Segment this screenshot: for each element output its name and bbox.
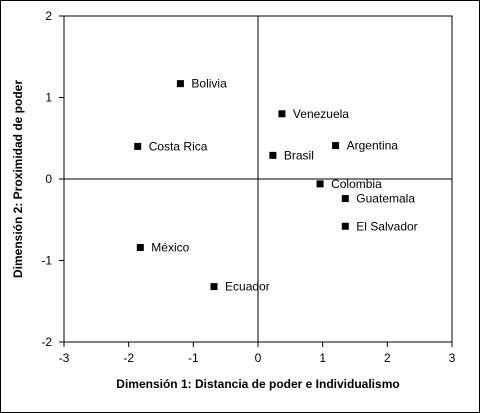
data-point-marker xyxy=(341,195,349,203)
data-point-marker xyxy=(136,243,144,251)
y-tick-label: 0 xyxy=(45,172,52,186)
x-tick-label: 0 xyxy=(255,351,262,365)
data-point-label: Venezuela xyxy=(293,107,349,121)
reference-lines xyxy=(64,16,452,342)
data-points: Bolivia Venezuela Costa Rica Argentina Brasi… xyxy=(134,77,418,294)
x-tick-label: -2 xyxy=(123,351,134,365)
x-axis-ticks: -3 -2 -1 0 1 2 3 xyxy=(59,342,456,365)
data-point-marker xyxy=(210,283,218,291)
x-tick-label: 3 xyxy=(449,351,456,365)
y-axis-ticks: 2 1 0 -1 -2 xyxy=(41,9,64,349)
x-axis-title: Dimensión 1: Distancia de poder e Indivi… xyxy=(116,377,399,391)
data-point-label: Ecuador xyxy=(225,280,270,294)
data-point-label: Costa Rica xyxy=(149,139,208,153)
y-tick-label: -2 xyxy=(41,335,52,349)
data-point-marker xyxy=(269,151,277,159)
data-point-label: El Salvador xyxy=(356,219,417,233)
data-point-label: Argentina xyxy=(347,139,399,153)
x-tick-label: -1 xyxy=(188,351,199,365)
data-point-marker xyxy=(332,142,340,150)
y-tick-label: 2 xyxy=(45,9,52,23)
data-point-marker xyxy=(316,180,324,188)
data-point-label: México xyxy=(151,240,189,254)
data-point-marker xyxy=(134,142,142,150)
y-axis-title: Dimensión 2: Proximidad de poder xyxy=(11,80,25,278)
y-tick-label: -1 xyxy=(41,254,52,268)
data-point-marker xyxy=(176,80,184,88)
data-point-marker xyxy=(341,222,349,230)
x-tick-label: 1 xyxy=(319,351,326,365)
data-point-label: Bolivia xyxy=(191,77,227,91)
x-tick-label: -3 xyxy=(59,351,70,365)
data-point-label: Guatemala xyxy=(356,192,415,206)
data-point-marker xyxy=(278,110,286,118)
x-tick-label: 2 xyxy=(384,351,391,365)
data-point-label: Colombia xyxy=(331,177,382,191)
y-tick-label: 1 xyxy=(45,91,52,105)
data-point-label: Brasil xyxy=(284,148,314,162)
